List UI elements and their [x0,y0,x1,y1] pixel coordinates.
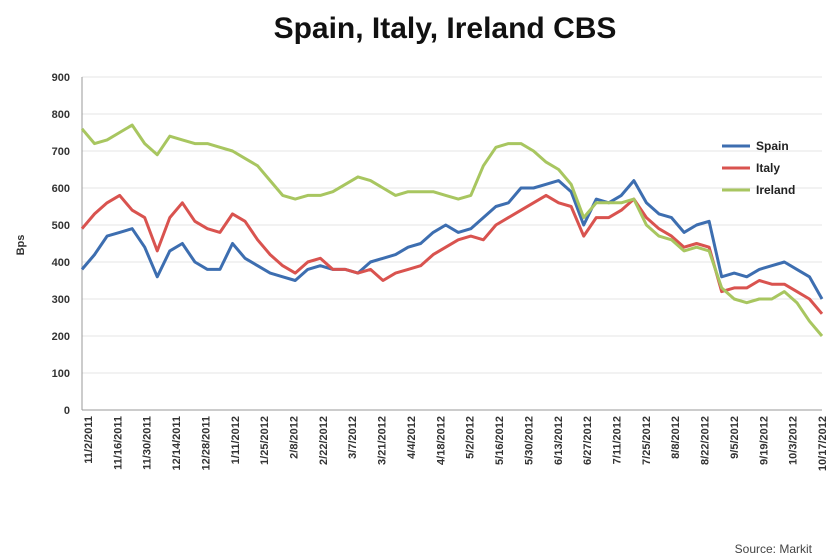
x-tick-label: 12/14/2011 [171,416,183,470]
source-note: Source: Markit [735,542,813,556]
x-tick-label: 5/16/2012 [494,416,506,465]
x-tick-label: 9/5/2012 [729,416,741,459]
x-tick-label: 10/3/2012 [788,416,800,465]
y-tick-label: 900 [52,72,70,84]
x-tick-label: 1/11/2012 [230,416,242,464]
x-tick-label: 5/2/2012 [465,416,477,459]
chart-title: Spain, Italy, Ireland CBS [274,12,617,45]
x-tick-label: 4/18/2012 [435,416,447,465]
y-tick-label: 400 [52,257,70,269]
series-line-italy [80,193,824,315]
y-axis-label: Bps [15,235,27,256]
series-line-ireland [80,123,824,337]
x-tick-label: 8/22/2012 [700,416,712,465]
y-tick-label: 300 [52,294,70,306]
x-tick-label: 4/4/2012 [406,416,418,459]
y-tick-label: 200 [52,331,70,343]
y-tick-label: 600 [52,183,70,195]
x-tick-label: 2/8/2012 [289,416,301,459]
x-tick-label: 7/11/2012 [611,416,623,464]
series-line-spain [80,179,824,300]
x-tick-label: 8/8/2012 [670,416,682,459]
legend-label-ireland: Ireland [756,183,795,197]
x-tick-label: 6/27/2012 [582,416,594,465]
x-tick-label: 1/25/2012 [259,416,271,465]
legend-label-italy: Italy [756,161,780,175]
x-tick-label: 11/16/2011 [112,416,124,470]
x-tick-label: 3/21/2012 [377,416,389,465]
legend-label-spain: Spain [756,139,789,153]
x-tick-label: 10/17/2012 [817,416,829,471]
y-tick-label: 500 [52,220,70,232]
x-tick-label: 7/25/2012 [641,416,653,465]
x-tick-label: 12/28/2011 [200,416,212,470]
y-tick-label: 700 [52,146,70,158]
x-tick-label: 11/2/2011 [83,416,95,464]
x-tick-label: 3/7/2012 [347,416,359,459]
x-tick-label: 6/13/2012 [553,416,565,465]
y-tick-label: 800 [52,109,70,121]
x-tick-label: 5/30/2012 [523,416,535,465]
x-tick-label: 9/19/2012 [758,416,770,465]
x-tick-label: 11/30/2011 [142,416,154,470]
y-tick-label: 0 [64,405,70,417]
x-tick-label: 2/22/2012 [318,416,330,465]
y-tick-label: 100 [52,368,70,380]
